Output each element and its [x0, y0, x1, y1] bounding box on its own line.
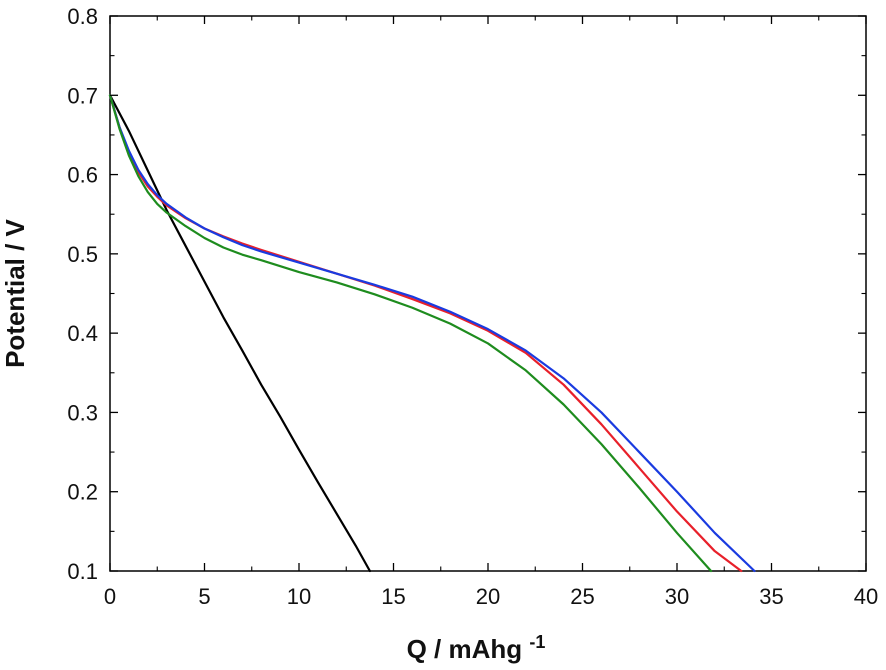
- labels-layer: 0 5 10 15 20 25 30 35 40 0.1 0.2 0.3 0.4 0.5 0.6 0.7 0.8: [67, 4, 878, 609]
- series-line-3: [108, 94, 756, 573]
- x-tick-label: 10: [287, 584, 311, 609]
- series-layer: [108, 94, 756, 573]
- y-tick-label: 0.3: [67, 400, 98, 425]
- series-line-1: [108, 94, 371, 573]
- x-tick-label: 0: [104, 584, 116, 609]
- y-tick-label: 0.7: [67, 83, 98, 108]
- ticks-layer: [109, 15, 867, 572]
- x-axis-title-text: Q / mAhg: [407, 634, 523, 664]
- y-axis-title: Potential / V: [0, 218, 30, 367]
- plot-area: [109, 15, 867, 572]
- y-tick-label: 0.1: [67, 559, 98, 584]
- y-tick-label: 0.8: [67, 4, 98, 29]
- x-tick-label: 15: [381, 584, 405, 609]
- x-tick-label: 40: [854, 584, 878, 609]
- plot-frame: [109, 15, 867, 572]
- series-line-4: [108, 94, 713, 573]
- x-axis-title: Q / mAhg -1: [407, 632, 546, 664]
- y-tick-label: 0.4: [67, 321, 98, 346]
- x-tick-label: 5: [198, 584, 210, 609]
- y-tick-label: 0.6: [67, 163, 98, 188]
- y-tick-label: 0.2: [67, 480, 98, 505]
- x-tick-label: 25: [570, 584, 594, 609]
- x-tick-label: 35: [759, 584, 783, 609]
- x-tick-label: 20: [476, 584, 500, 609]
- x-tick-label: 30: [665, 584, 689, 609]
- y-tick-label: 0.5: [67, 242, 98, 267]
- x-axis-title-superscript: -1: [529, 632, 545, 652]
